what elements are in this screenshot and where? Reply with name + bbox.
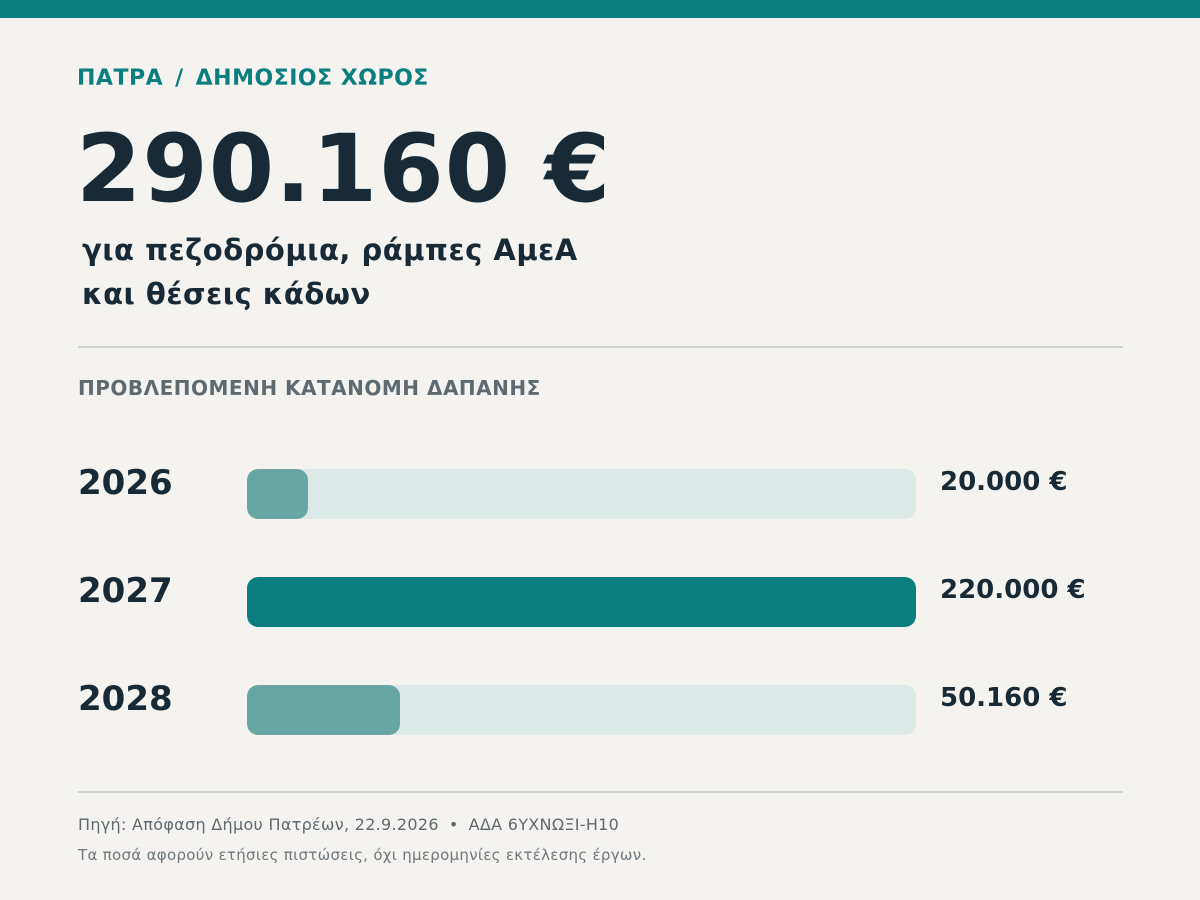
- source-line: Πηγή: Απόφαση Δήμου Πατρέων, 22.9.2026 • Α…: [78, 815, 619, 834]
- bar: [247, 469, 308, 519]
- ada-code: ΑΔΑ 6ΥΧΝΩΞΙ-Η10: [468, 815, 620, 834]
- top-accent-stripe: [0, 0, 1200, 18]
- bar-value-label: 220.000 €: [940, 575, 1086, 605]
- bar-track: [247, 469, 916, 519]
- subtitle-line-1: για πεζοδρόμια, ράμπες ΑμεΑ: [82, 233, 578, 267]
- breadcrumb-city: ΠΑΤΡΑ: [77, 66, 164, 91]
- bar-category-label: 2028: [78, 679, 173, 719]
- bar-category-label: 2027: [78, 571, 173, 611]
- total-amount: 290.160 €: [76, 115, 612, 224]
- breadcrumb: ΠΑΤΡΑ / ΔΗΜΟΣΙΟΣ ΧΩΡΟΣ: [77, 66, 429, 91]
- bar-track: [247, 577, 916, 627]
- bar-value-label: 20.000 €: [940, 467, 1068, 497]
- bar: [247, 577, 916, 627]
- breadcrumb-separator: /: [175, 66, 184, 91]
- breadcrumb-category: ΔΗΜΟΣΙΟΣ ΧΩΡΟΣ: [195, 66, 429, 91]
- footnote: Τα ποσά αφορούν ετήσιες πιστώσεις, όχι η…: [78, 846, 647, 864]
- bar-track: [247, 685, 916, 735]
- subtitle-line-2: και θέσεις κάδων: [82, 277, 371, 311]
- source-bullet: •: [448, 815, 459, 834]
- divider-bottom: [78, 791, 1123, 793]
- bar: [247, 685, 400, 735]
- source-text: Πηγή: Απόφαση Δήμου Πατρέων, 22.9.2026: [78, 815, 439, 834]
- bar-category-label: 2026: [78, 463, 173, 503]
- bar-value-label: 50.160 €: [940, 683, 1068, 713]
- page-subtitle: για πεζοδρόμια, ράμπες ΑμεΑ και θέσεις κ…: [82, 228, 578, 316]
- section-label: ΠΡΟΒΛΕΠΟΜΕΝΗ ΚΑΤΑΝΟΜΗ ΔΑΠΑΝΗΣ: [78, 376, 541, 400]
- divider-top: [78, 346, 1123, 348]
